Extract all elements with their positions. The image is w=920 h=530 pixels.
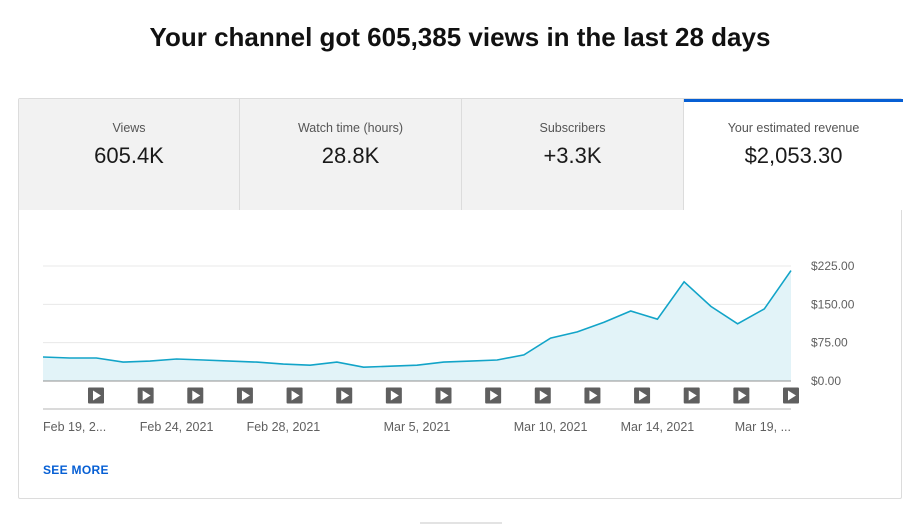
y-tick-label: $0.00 [811, 374, 841, 388]
x-tick-label: Feb 19, 2... [43, 420, 106, 434]
tab-value: 28.8K [321, 143, 380, 168]
video-marker-icon[interactable] [137, 387, 154, 404]
tab-subscribers[interactable]: Subscribers +3.3K [462, 99, 684, 210]
x-tick-label: Mar 14, 2021 [621, 420, 695, 434]
see-more-link[interactable]: SEE MORE [43, 463, 109, 477]
revenue-line [42, 270, 792, 369]
x-tick-label: Mar 10, 2021 [514, 420, 588, 434]
revenue-chart-svg: $0.00 $75.00 $150.00 $225.00 Feb 19, 2... Feb… [42, 259, 855, 434]
video-marker-icon[interactable] [236, 387, 253, 404]
tab-label: Your estimated revenue [727, 121, 860, 135]
video-marker-icon[interactable] [187, 387, 204, 404]
tab-value: 605.4K [94, 143, 164, 168]
video-marker-icon[interactable] [534, 387, 551, 404]
video-marker-icon[interactable] [286, 387, 303, 404]
tab-watch-time[interactable]: Watch time (hours) 28.8K [240, 99, 462, 210]
tab-label: Watch time (hours) [297, 121, 404, 135]
video-marker-icon[interactable] [683, 387, 700, 404]
metric-tabs: Views 605.4K Watch time (hours) 28.8K Su… [19, 99, 903, 211]
revenue-chart: $0.00 $75.00 $150.00 $225.00 Feb 19, 2... Feb… [19, 211, 903, 441]
video-marker-icon[interactable] [634, 387, 651, 404]
x-tick-label: Mar 19, ... [735, 420, 791, 434]
video-marker-icon[interactable] [336, 387, 353, 404]
tab-label: Views [112, 121, 146, 135]
tab-estimated-revenue[interactable]: Your estimated revenue $2,053.30 [684, 99, 903, 210]
video-marker-icon[interactable] [584, 387, 601, 404]
revenue-area [43, 270, 791, 381]
video-marker-icon[interactable] [733, 387, 750, 404]
tab-label: Subscribers [539, 121, 606, 135]
y-tick-label: $75.00 [811, 336, 848, 350]
video-marker-icon[interactable] [435, 387, 452, 404]
video-marker-icon[interactable] [385, 387, 402, 404]
x-tick-label: Feb 28, 2021 [247, 420, 321, 434]
y-tick-label: $150.00 [811, 297, 855, 311]
analytics-card: Views 605.4K Watch time (hours) 28.8K Su… [18, 98, 903, 499]
page-headline: Your channel got 605,385 views in the la… [149, 22, 771, 52]
video-marker-icon[interactable] [485, 387, 502, 404]
x-tick-label: Feb 24, 2021 [140, 420, 214, 434]
x-tick-label: Mar 5, 2021 [384, 420, 451, 434]
tab-value: +3.3K [543, 143, 602, 168]
y-tick-label: $225.00 [811, 259, 855, 273]
video-marker-icon[interactable] [88, 387, 104, 404]
tab-views[interactable]: Views 605.4K [19, 99, 240, 210]
bottom-divider [420, 522, 502, 524]
tab-value: $2,053.30 [744, 143, 843, 168]
video-marker-icon[interactable] [783, 387, 799, 404]
